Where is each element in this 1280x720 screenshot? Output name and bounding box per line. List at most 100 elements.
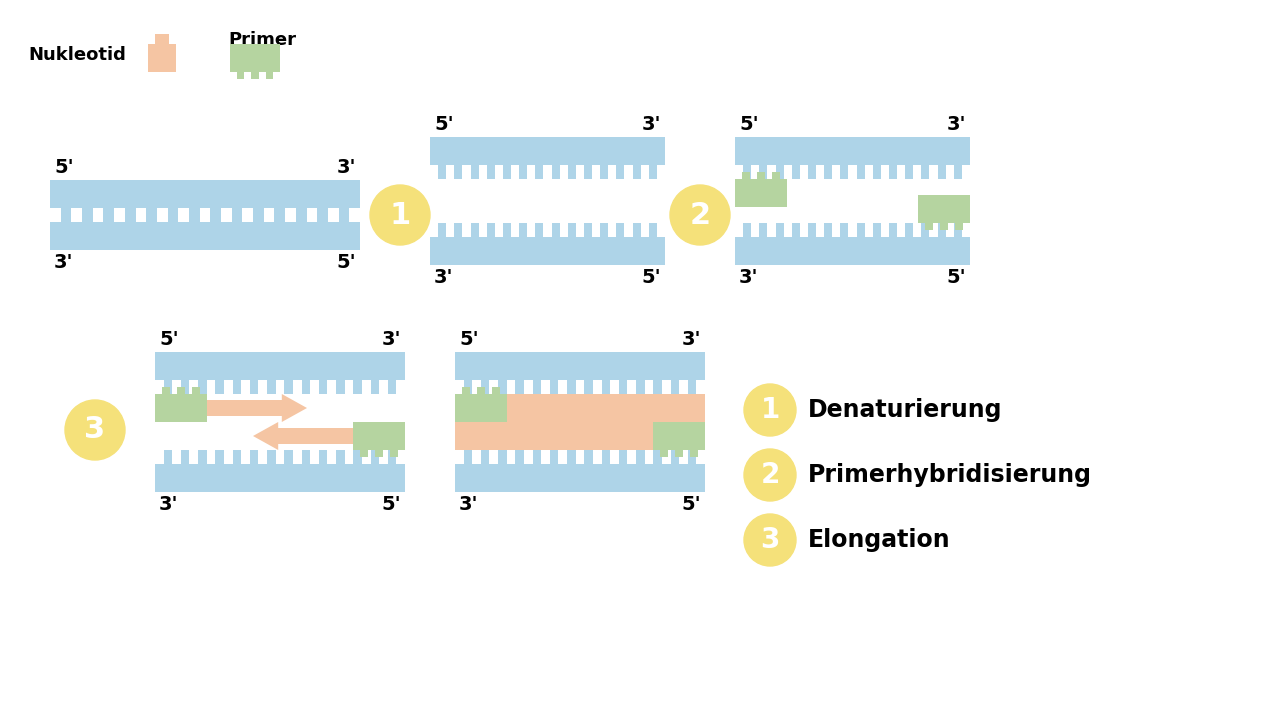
Bar: [319, 450, 328, 464]
Bar: [155, 352, 404, 380]
Bar: [671, 380, 680, 394]
Bar: [82, 208, 92, 222]
Bar: [492, 387, 499, 394]
Bar: [163, 387, 170, 394]
Bar: [922, 165, 929, 179]
Circle shape: [744, 384, 796, 436]
Bar: [210, 208, 221, 222]
Bar: [353, 422, 404, 450]
Circle shape: [65, 400, 125, 460]
Text: 3': 3': [681, 330, 701, 349]
Bar: [653, 422, 705, 450]
Text: 5': 5': [946, 268, 966, 287]
Bar: [60, 208, 72, 222]
Bar: [636, 450, 645, 464]
Bar: [550, 450, 558, 464]
Bar: [516, 380, 524, 394]
Bar: [520, 165, 527, 179]
Bar: [168, 208, 178, 222]
Bar: [481, 380, 489, 394]
Text: 3': 3': [460, 495, 479, 514]
Bar: [390, 450, 398, 457]
Bar: [776, 165, 783, 179]
Bar: [552, 223, 559, 237]
Bar: [520, 223, 527, 237]
Bar: [856, 223, 865, 237]
Bar: [808, 165, 817, 179]
Bar: [649, 223, 657, 237]
Bar: [550, 380, 558, 394]
Bar: [168, 208, 178, 222]
Text: 3': 3': [434, 268, 453, 287]
Text: 3': 3': [739, 268, 759, 287]
Bar: [454, 394, 507, 422]
Bar: [198, 380, 207, 394]
Text: 1: 1: [760, 396, 780, 424]
Polygon shape: [282, 394, 307, 422]
Bar: [687, 380, 696, 394]
Bar: [792, 223, 800, 237]
Bar: [653, 380, 662, 394]
Bar: [759, 165, 768, 179]
Bar: [438, 165, 447, 179]
Bar: [471, 223, 479, 237]
Bar: [353, 380, 362, 394]
Bar: [339, 208, 349, 222]
Text: 3': 3': [381, 330, 401, 349]
Bar: [618, 380, 627, 394]
Bar: [735, 237, 970, 265]
Bar: [284, 380, 293, 394]
Circle shape: [744, 514, 796, 566]
Bar: [215, 380, 224, 394]
Bar: [339, 208, 349, 222]
Bar: [180, 380, 189, 394]
Bar: [353, 450, 362, 464]
Bar: [824, 165, 832, 179]
Bar: [954, 223, 961, 237]
Text: 3': 3': [641, 115, 660, 134]
Bar: [602, 380, 611, 394]
Bar: [742, 171, 750, 179]
Bar: [210, 208, 221, 222]
Bar: [636, 380, 645, 394]
Bar: [388, 380, 397, 394]
Text: Denaturierung: Denaturierung: [808, 398, 1002, 422]
Text: 5': 5': [739, 115, 759, 134]
Bar: [296, 208, 306, 222]
Bar: [535, 223, 544, 237]
Bar: [155, 394, 207, 422]
Bar: [317, 208, 328, 222]
Bar: [253, 208, 264, 222]
Bar: [104, 208, 114, 222]
Bar: [375, 450, 383, 457]
Bar: [146, 208, 157, 222]
Bar: [671, 450, 680, 464]
Bar: [890, 223, 897, 237]
Bar: [430, 137, 666, 165]
Bar: [890, 165, 897, 179]
Bar: [744, 223, 751, 237]
Bar: [232, 208, 242, 222]
Bar: [50, 180, 360, 208]
Bar: [632, 165, 641, 179]
Bar: [941, 223, 947, 230]
Text: 3': 3': [54, 253, 73, 272]
Text: 1: 1: [389, 200, 411, 230]
Bar: [125, 208, 136, 222]
Bar: [180, 450, 189, 464]
Bar: [125, 208, 136, 222]
Bar: [155, 34, 169, 44]
Bar: [302, 380, 310, 394]
Text: Primerhybridisierung: Primerhybridisierung: [808, 463, 1092, 487]
Bar: [250, 450, 259, 464]
Bar: [824, 223, 832, 237]
Text: 3: 3: [760, 526, 780, 554]
Bar: [388, 450, 397, 464]
Bar: [937, 165, 946, 179]
Bar: [660, 450, 668, 457]
Text: 3': 3': [946, 115, 966, 134]
Bar: [189, 208, 200, 222]
Bar: [207, 400, 282, 416]
Bar: [772, 171, 780, 179]
Bar: [438, 223, 447, 237]
